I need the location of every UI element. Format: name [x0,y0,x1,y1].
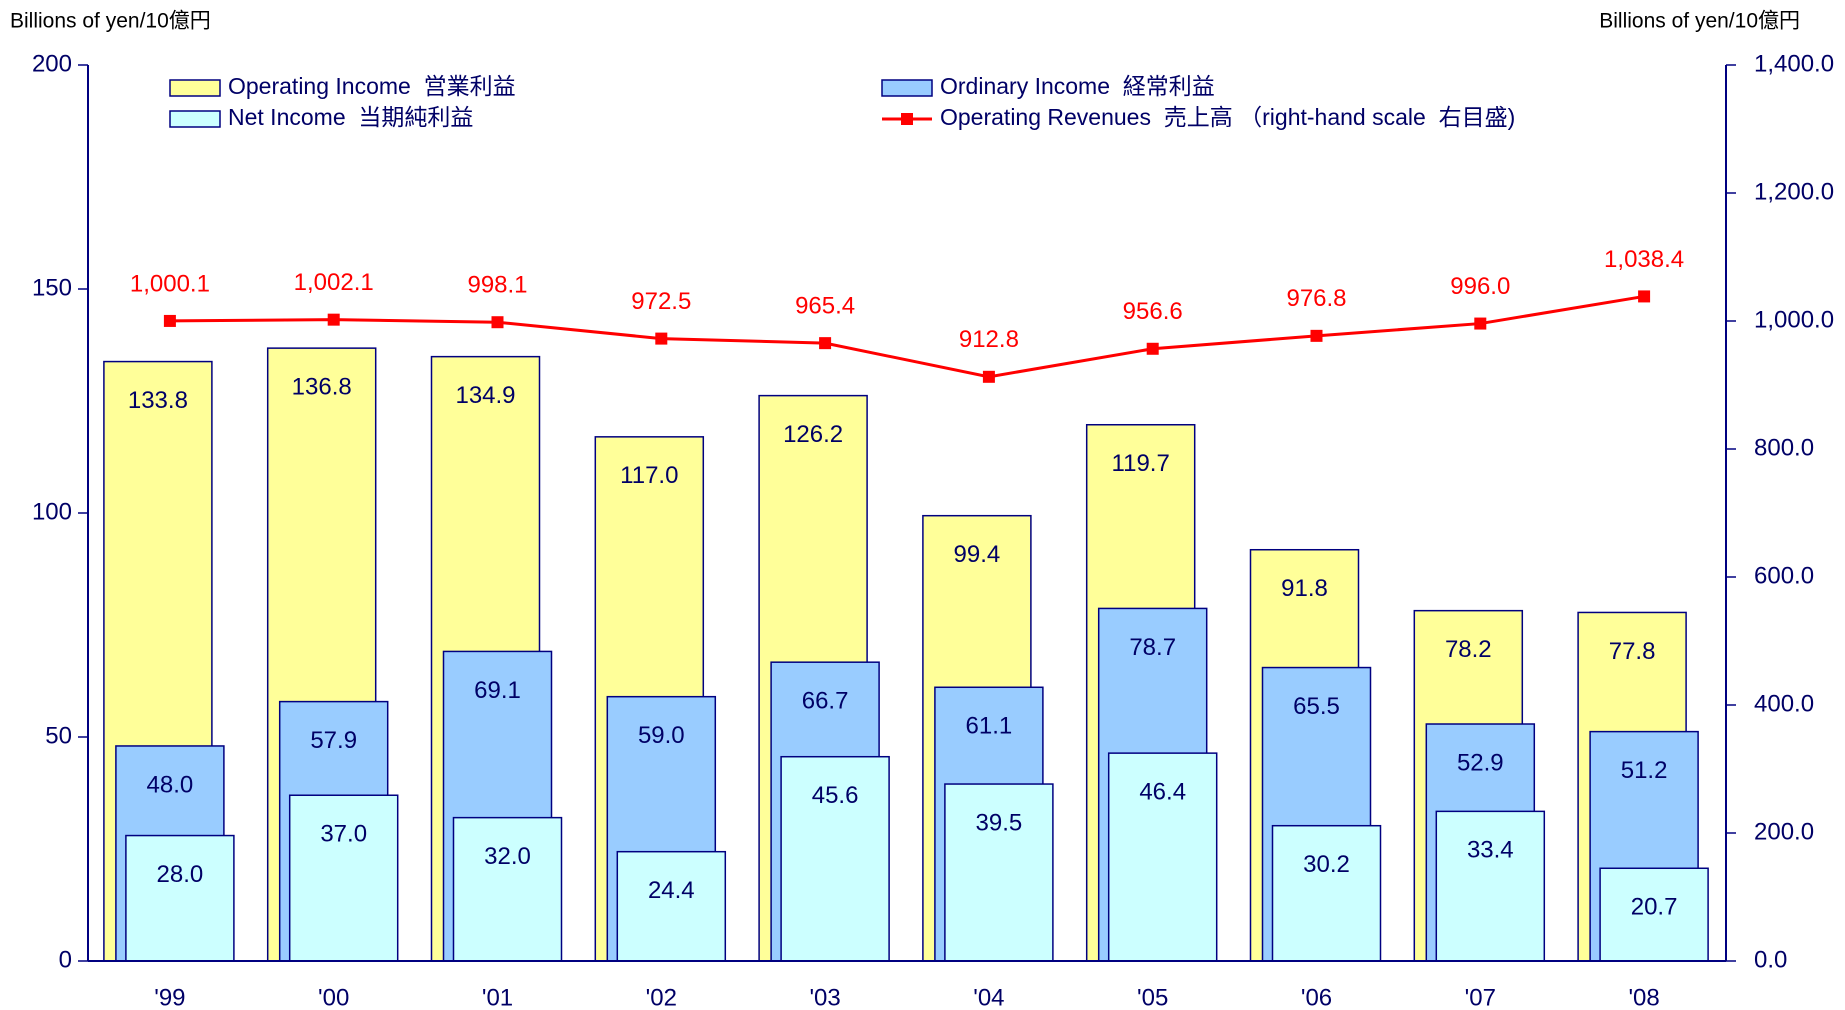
line-value-label: 1,000.1 [130,270,210,297]
line-value-label: 996.0 [1450,273,1510,300]
y-tick-label: 150 [32,274,72,301]
y2-tick-label: 600.0 [1754,562,1814,589]
x-tick-label: '04 [973,984,1004,1010]
bar [616,850,727,962]
y-tick-label: 100 [32,498,72,525]
bar-value-label: 126.2 [783,421,843,448]
bar-value-label: 20.7 [1631,894,1678,921]
line-marker [1474,317,1487,330]
x-tick-label: '02 [646,984,677,1010]
legend-marker [901,113,913,125]
bar [780,755,890,962]
bar-value-label: 48.0 [147,771,194,798]
line-marker [163,314,176,327]
bar-value-label: 45.6 [812,782,859,809]
y-tick-label: 50 [45,722,72,749]
bar-value-label: 99.4 [954,541,1001,568]
x-tick-label: '06 [1301,984,1332,1010]
legend-label: Net Income 当期純利益 [228,104,473,130]
bar-value-label: 133.8 [128,387,188,414]
bar-value-label: 77.8 [1609,638,1656,665]
legend-label: Ordinary Income 経常利益 [940,73,1215,99]
bar-value-label: 33.4 [1467,837,1514,864]
bar-value-label: 61.1 [966,713,1013,740]
bar [452,816,563,962]
line-marker [491,316,504,329]
bar-value-label: 134.9 [455,382,515,409]
bar-value-label: 24.4 [648,877,695,904]
bar-value-label: 91.8 [1281,575,1328,602]
bar-value-label: 57.9 [310,727,357,754]
bar [1271,824,1382,962]
line-value-label: 1,002.1 [294,269,374,296]
bar-value-label: 32.0 [484,843,531,870]
line-marker [327,313,340,326]
bar [1107,752,1218,962]
line-value-label: 972.5 [631,288,691,315]
y-axis-title: Billions of yen/10億円 [10,10,211,33]
line-marker [982,370,995,383]
y2-tick-label: 0.0 [1754,946,1787,973]
bar [125,834,235,962]
line [169,294,1645,379]
y2-tick-label: 400.0 [1754,690,1814,717]
bar-value-label: 59.0 [638,722,685,749]
bar-value-label: 37.0 [320,821,367,848]
line-value-label: 956.6 [1123,298,1183,325]
bar [1599,867,1709,962]
bar-value-label: 46.4 [1139,778,1186,805]
y2-tick-label: 800.0 [1754,434,1814,461]
x-tick-label: '03 [809,984,840,1010]
bar-value-label: 51.2 [1621,757,1668,784]
bar-value-label: 69.1 [474,677,521,704]
bar [944,783,1054,962]
y-tick-label: 200 [32,50,72,77]
legend-swatch [169,79,221,97]
x-tick-label: '99 [154,984,185,1010]
line-value-label: 976.8 [1286,285,1346,312]
bar-value-label: 28.0 [157,861,204,888]
line-value-label: 965.4 [795,292,855,319]
x-tick-label: '00 [318,984,349,1010]
bar-value-label: 78.7 [1129,634,1176,661]
bar [1435,810,1546,962]
legend-swatch [169,110,221,128]
bar-value-label: 119.7 [1112,450,1170,477]
line-value-label: 998.1 [467,272,527,299]
y2-axis-title: Billions of yen/10億円 [1599,10,1800,33]
x-tick-label: '08 [1628,984,1659,1010]
legend-label: Operating Revenues 売上高 （right-hand scale… [940,104,1515,130]
bar-value-label: 117.0 [620,462,678,489]
y2-tick-label: 1,200.0 [1754,178,1834,205]
bar-value-label: 30.2 [1303,851,1350,878]
line-marker [655,332,668,345]
x-tick-label: '07 [1465,984,1496,1010]
bar-value-label: 78.2 [1445,636,1492,663]
y2-tick-label: 1,400.0 [1754,50,1834,77]
bar [288,794,399,962]
y2-tick-label: 1,000.0 [1754,306,1834,333]
legend-swatch [881,79,933,97]
bar-value-label: 52.9 [1457,749,1504,776]
line-marker [1146,342,1159,355]
bar-value-label: 136.8 [292,373,352,400]
bar-value-label: 39.5 [976,809,1023,836]
x-tick-label: '01 [482,984,513,1010]
line-marker [1638,290,1651,303]
legend-label: Operating Income 営業利益 [228,73,516,99]
line-value-label: 1,038.4 [1604,246,1684,273]
line-value-label: 912.8 [959,326,1019,353]
y2-tick-label: 200.0 [1754,818,1814,845]
y-tick-label: 0 [59,946,72,973]
line-marker [1310,329,1323,342]
bar-value-label: 65.5 [1293,693,1340,720]
x-tick-label: '05 [1137,984,1168,1010]
line-marker [819,337,832,350]
bar-value-label: 66.7 [802,688,849,715]
